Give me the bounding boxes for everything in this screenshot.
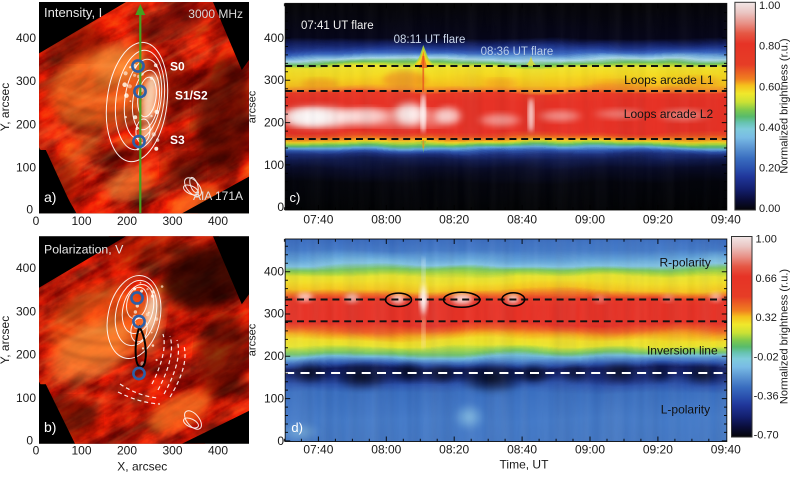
svg-text:Intensity, I: Intensity, I [44,5,102,20]
svg-text:09:20: 09:20 [643,213,673,227]
svg-text:R-polarity: R-polarity [660,256,711,270]
svg-text:08:20: 08:20 [439,213,469,227]
svg-text:X, arcsec: X, arcsec [117,460,167,474]
svg-text:0: 0 [33,444,40,458]
svg-text:08:00: 08:00 [371,213,401,227]
svg-text:200: 200 [117,444,137,458]
svg-text:09:40: 09:40 [711,213,741,227]
svg-text:08:20: 08:20 [439,443,469,457]
svg-text:200: 200 [16,117,36,131]
svg-text:100: 100 [264,158,284,172]
svg-text:300: 300 [16,304,36,318]
svg-text:300: 300 [162,444,182,458]
svg-text:0.20: 0.20 [759,163,780,175]
svg-text:09:40: 09:40 [711,443,741,457]
svg-text:S0: S0 [170,60,185,74]
svg-text:400: 400 [208,444,228,458]
svg-text:0: 0 [26,203,33,217]
svg-text:400: 400 [264,31,284,45]
svg-text:09:00: 09:00 [575,443,605,457]
svg-text:400: 400 [264,264,284,278]
svg-text:S3: S3 [170,133,185,147]
svg-text:300: 300 [16,74,36,88]
svg-text:200: 200 [264,116,284,130]
svg-text:AIA 171A: AIA 171A [193,189,243,203]
svg-text:Normalized brightness (r.u.): Normalized brightness (r.u.) [779,38,791,173]
svg-text:Y, arcsec: Y, arcsec [0,316,12,364]
svg-text:c): c) [290,190,301,205]
svg-text:1.00: 1.00 [759,0,780,12]
svg-text:400: 400 [16,261,36,275]
svg-text:b): b) [44,419,56,435]
svg-text:09:20: 09:20 [643,443,673,457]
svg-text:400: 400 [16,31,36,45]
svg-text:Time, UT: Time, UT [500,458,550,472]
svg-text:0.60: 0.60 [759,81,780,93]
svg-text:d): d) [291,420,303,435]
svg-text:arcsec: arcsec [247,323,259,356]
svg-text:S1/S2: S1/S2 [175,89,208,103]
svg-text:300: 300 [264,307,284,321]
svg-text:3000 MHz: 3000 MHz [188,7,243,21]
svg-text:08:40: 08:40 [507,213,537,227]
svg-text:0.66: 0.66 [756,273,777,285]
svg-text:1.00: 1.00 [756,234,777,246]
svg-text:08:40: 08:40 [507,443,537,457]
svg-text:100: 100 [71,444,91,458]
svg-text:07:41 UT flare: 07:41 UT flare [301,20,374,32]
svg-text:0.00: 0.00 [759,203,780,215]
svg-text:Loops arcade L2: Loops arcade L2 [624,107,714,121]
svg-text:0: 0 [277,200,284,214]
svg-text:arcsec: arcsec [247,90,259,123]
svg-text:0.80: 0.80 [759,41,780,53]
svg-text:08:36 UT flare: 08:36 UT flare [481,46,554,58]
svg-text:09:00: 09:00 [575,213,605,227]
svg-text:0.32: 0.32 [756,312,777,324]
svg-text:07:40: 07:40 [303,213,333,227]
svg-text:100: 100 [264,392,284,406]
svg-text:100: 100 [16,161,36,175]
svg-text:0.40: 0.40 [759,122,780,134]
svg-text:-0.70: -0.70 [754,430,779,442]
svg-text:100: 100 [16,391,36,405]
svg-text:-0.02: -0.02 [754,351,779,363]
svg-text:0: 0 [33,214,40,228]
svg-text:08:00: 08:00 [371,443,401,457]
svg-text:0: 0 [277,434,284,448]
svg-text:08:11 UT flare: 08:11 UT flare [394,34,466,46]
svg-text:Polarization, V: Polarization, V [44,243,124,257]
svg-text:300: 300 [264,73,284,87]
svg-text:L-polarity: L-polarity [661,403,710,417]
svg-text:07:40: 07:40 [303,443,333,457]
svg-text:0: 0 [26,434,33,448]
svg-text:Loops arcade L1: Loops arcade L1 [624,73,714,87]
svg-text:Normalized brightness (r.u.): Normalized brightness (r.u.) [779,269,791,404]
svg-text:200: 200 [117,214,137,228]
svg-text:-0.36: -0.36 [754,391,779,403]
svg-text:400: 400 [208,214,228,228]
svg-text:Y, arcsec: Y, arcsec [0,83,12,131]
svg-text:200: 200 [264,349,284,363]
svg-text:200: 200 [16,348,36,362]
svg-text:100: 100 [71,214,91,228]
svg-text:a): a) [44,189,56,205]
svg-text:Inversion line: Inversion line [647,344,718,358]
svg-text:300: 300 [162,214,182,228]
